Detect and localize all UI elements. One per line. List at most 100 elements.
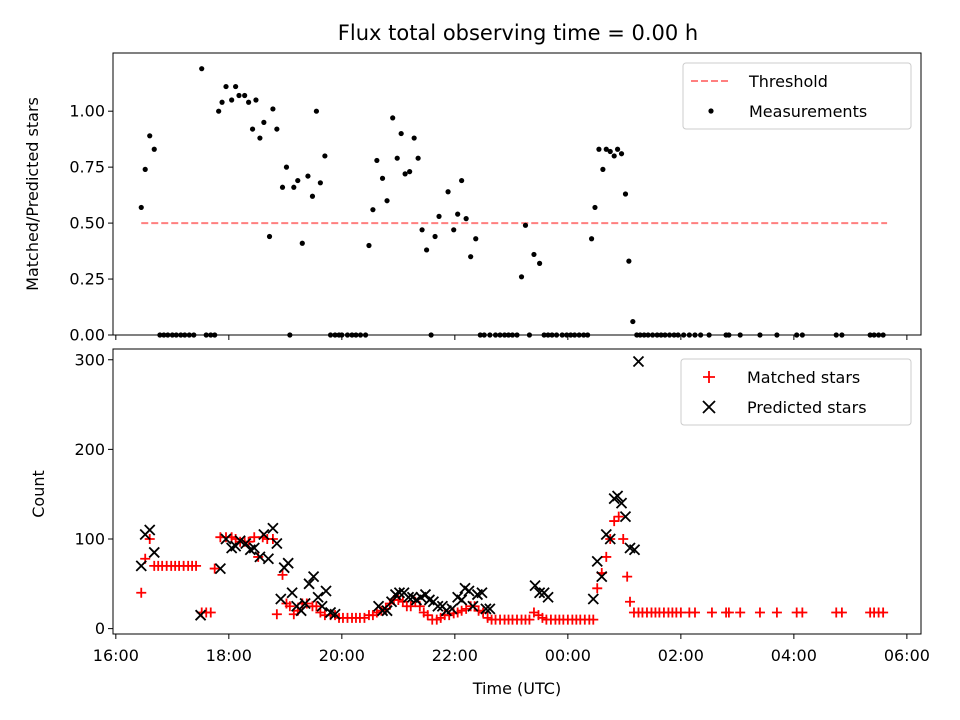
data-point <box>604 533 616 545</box>
legend-swatch <box>702 400 716 414</box>
data-point <box>524 614 535 625</box>
bottom-y-axis-label: Count <box>29 470 48 518</box>
figure-title: Flux total observing time = 0.00 h <box>338 21 698 45</box>
data-point <box>614 146 621 152</box>
data-point <box>135 560 147 572</box>
data-point <box>279 184 286 190</box>
data-point <box>219 99 225 105</box>
data-point <box>615 497 628 509</box>
data-point <box>622 571 633 582</box>
data-point <box>626 258 632 264</box>
axes-frame <box>112 348 922 635</box>
data-point <box>600 166 606 172</box>
data-point <box>592 583 603 594</box>
top-axes: 0.00 0.25 0.50 0.75 1.00 Threshold Measurement… <box>69 52 922 345</box>
data-point <box>422 610 433 621</box>
data-point <box>531 251 537 258</box>
data-point <box>277 569 288 580</box>
data-point <box>455 211 461 217</box>
y-tick-label: 0.75 <box>69 158 105 177</box>
data-point <box>537 260 543 266</box>
legend-box <box>682 62 912 130</box>
data-point <box>291 184 297 190</box>
data-point <box>295 605 307 617</box>
data-point <box>529 579 541 592</box>
y-tick-label: 0.00 <box>69 326 105 345</box>
y-tick-label: 0 <box>95 619 105 638</box>
data-point <box>329 608 341 620</box>
data-point <box>194 609 207 621</box>
data-point <box>262 553 275 565</box>
top-y-axis-label: Matched/Predicted stars <box>23 97 42 291</box>
data-point <box>476 587 488 599</box>
data-point <box>258 528 270 541</box>
data-point <box>522 222 529 228</box>
data-point <box>142 166 148 172</box>
data-point <box>248 542 260 554</box>
data-point <box>618 151 625 157</box>
data-point <box>136 587 147 598</box>
y-tick-label: 300 <box>74 350 105 369</box>
data-point <box>607 148 613 155</box>
data-point <box>415 155 421 161</box>
data-point <box>233 83 239 90</box>
data-point <box>381 605 393 617</box>
data-point <box>390 115 396 121</box>
data-point <box>199 66 205 72</box>
data-point <box>628 544 641 556</box>
y-tick-label: 0.25 <box>69 270 105 289</box>
legend: Threshold Measurements <box>682 62 912 130</box>
data-point <box>249 126 256 132</box>
data-point <box>622 191 629 197</box>
data-point <box>446 603 458 615</box>
data-point <box>313 108 320 114</box>
data-point <box>689 607 700 618</box>
data-point <box>267 522 279 534</box>
y-tick-label: 200 <box>74 440 105 459</box>
data-point <box>220 533 232 545</box>
data-point <box>613 511 624 522</box>
data-point <box>303 578 315 590</box>
legend-label: Measurements <box>749 102 867 121</box>
data-point <box>236 92 242 99</box>
data-point <box>463 216 469 222</box>
data-point <box>271 537 283 550</box>
y-tick-label: 1.00 <box>69 102 105 121</box>
data-point <box>398 130 404 137</box>
y-tick-label: 100 <box>74 530 105 549</box>
x-tick-label: 18:00 <box>206 646 252 665</box>
data-point <box>266 233 273 240</box>
data-point <box>394 155 400 161</box>
data-point <box>402 171 408 177</box>
data-point <box>284 601 295 612</box>
data-point <box>445 189 451 195</box>
x-tick-label: 22:00 <box>432 646 478 665</box>
data-point <box>246 99 252 105</box>
data-point <box>374 157 380 164</box>
data-point <box>542 591 554 603</box>
data-point <box>148 546 160 559</box>
data-point <box>305 173 311 179</box>
data-point <box>596 571 608 583</box>
x-tick-label: 06:00 <box>884 646 930 665</box>
series-predicted-stars <box>135 355 645 621</box>
data-point <box>878 607 889 618</box>
data-point <box>275 593 287 605</box>
data-point <box>283 164 290 170</box>
data-point <box>234 535 246 547</box>
data-point <box>317 180 323 186</box>
data-point <box>797 607 808 618</box>
data-point <box>592 204 598 211</box>
data-point <box>407 169 413 175</box>
data-point <box>518 274 525 280</box>
data-point <box>630 318 636 325</box>
data-point <box>286 587 298 599</box>
data-point <box>706 607 717 618</box>
data-point <box>191 560 202 571</box>
x-tick-label: 02:00 <box>658 646 704 665</box>
data-point <box>307 571 320 583</box>
data-point <box>376 605 389 617</box>
data-point <box>299 240 305 246</box>
data-point <box>411 135 417 141</box>
data-point <box>423 247 430 253</box>
